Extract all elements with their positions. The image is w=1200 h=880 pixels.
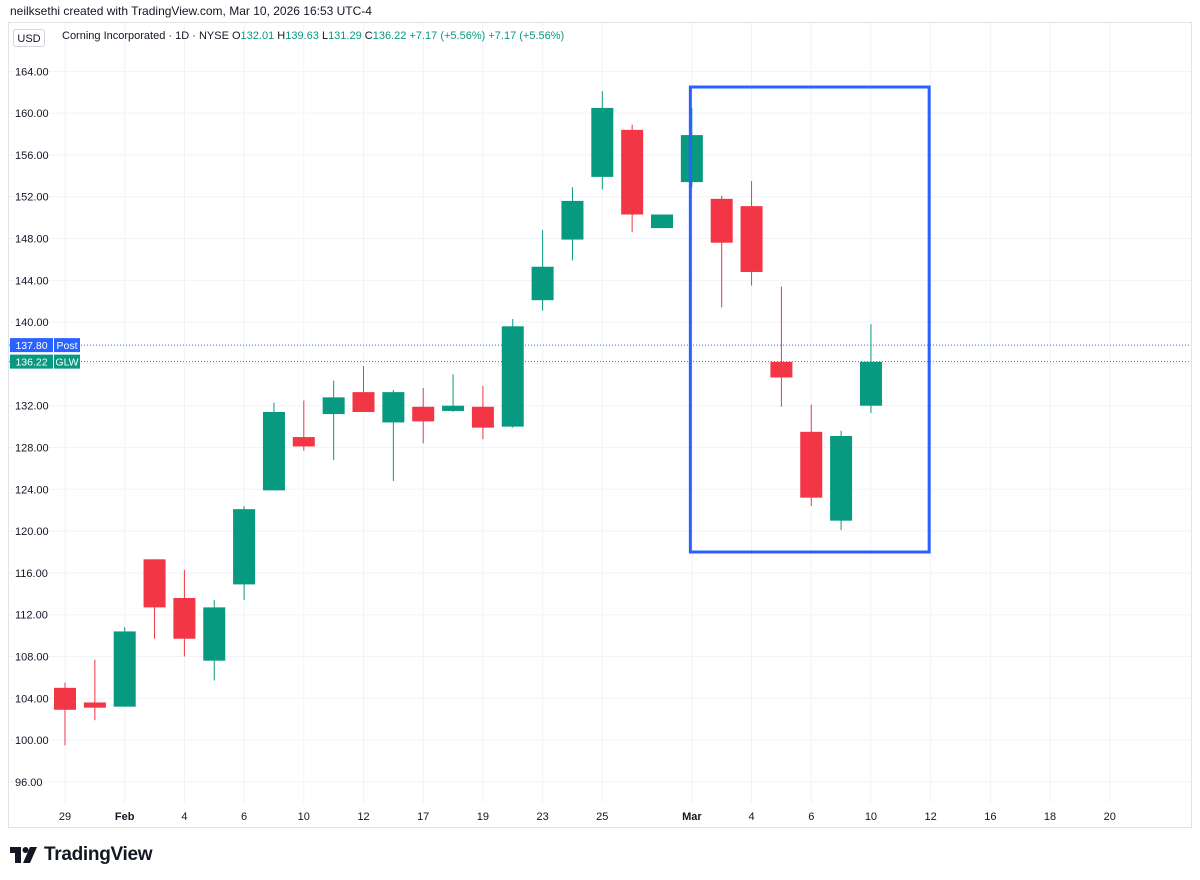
legend-close-value: 136.22 [372,30,407,42]
legend-open-value: 132.01 [240,30,275,42]
x-tick-label: 6 [808,811,814,823]
x-tick-label: 20 [1104,811,1116,823]
y-tick-label: 132.00 [15,401,49,413]
x-tick-label: 10 [298,811,310,823]
y-tick-label: 152.00 [15,192,49,204]
tradingview-logo-icon [10,847,37,863]
x-tick-label: 25 [596,811,608,823]
candle-body-down [740,206,763,272]
y-tick-label: 160.00 [15,108,49,120]
candle-body-up [203,607,226,661]
candle-body-down [800,431,823,498]
candle-body-down [621,129,644,215]
candle-body-up [233,509,256,585]
candle-body-up [262,411,285,491]
x-tick-label: 19 [477,811,489,823]
candle-body-down [770,361,793,378]
candle-body-up [531,266,554,301]
x-tick-label: 12 [357,811,369,823]
x-tick-label: 29 [59,811,71,823]
price-badge-value-bg [10,354,53,369]
chart-credit: neilksethi created with TradingView.com,… [10,4,372,18]
price-badge-tag: Post [56,340,77,352]
y-tick-label: 120.00 [15,526,49,538]
y-tick-label: 100.00 [15,735,49,747]
chart-frame [8,22,1192,828]
x-tick-label: 18 [1044,811,1056,823]
y-tick-label: 140.00 [15,317,49,329]
price-badge-tag-bg [54,354,80,369]
candle-body-down [143,559,166,608]
candle-body-up [501,326,524,427]
y-tick-label: 116.00 [15,568,48,580]
legend-high-label: H [277,30,286,42]
y-tick-label: 128.00 [15,443,49,455]
candle-body-up [322,397,345,415]
highlight-rectangle [688,85,931,554]
x-tick-label: Mar [682,811,702,823]
candle-body-down [292,437,315,447]
tradingview-logo[interactable]: TradingView [10,843,153,867]
y-tick-label: 112.00 [15,610,48,622]
y-tick-label: 124.00 [15,484,49,496]
candle-body-up [442,405,465,411]
candle-body-down [54,687,76,710]
x-tick-label: 6 [241,811,247,823]
candle-body-down [412,406,435,422]
x-tick-label: 16 [984,811,996,823]
x-tick-label: 4 [748,811,754,823]
legend-open-label: O [231,30,241,42]
legend-high-value: 139.63 [285,30,319,42]
price-badge-tag-bg [54,338,80,353]
tradingview-logo-text: TradingView [44,844,153,865]
x-tick-label: 12 [925,811,937,823]
candle-body-down [83,702,106,708]
y-tick-label: 96.00 [15,777,43,789]
symbol-legend: Corning Incorporated · 1D · NYSE O132.01… [62,30,564,42]
legend-change-percent: +7.17 (+5.56%) [488,30,565,42]
candle-body-down [173,597,196,639]
y-tick-label: 108.00 [15,651,49,663]
candle-body-up [591,107,614,177]
candle-body-up [113,631,136,707]
x-tick-label: 17 [417,811,429,823]
candle-body-up [561,200,584,240]
price-badge-tag: GLW [55,357,78,369]
y-tick-label: 156.00 [15,150,49,162]
price-badge-value: 136.22 [15,357,47,369]
candle-body-up [859,361,882,406]
legend-change: +7.17 (+5.56%) [409,30,486,42]
price-badge-value-bg [10,338,53,353]
x-tick-label: 10 [865,811,877,823]
y-tick-label: 164.00 [15,66,49,78]
candle-body-down [352,392,375,412]
legend-close-label: C [364,30,373,42]
y-tick-label: 144.00 [15,275,49,287]
y-tick-label: 104.00 [15,693,49,705]
legend-low-label: L [321,30,329,42]
price-badge-value: 137.80 [15,340,47,352]
x-tick-label: 4 [181,811,187,823]
currency-button[interactable]: USD [13,29,45,47]
x-tick-label: 23 [536,811,548,823]
y-tick-label: 148.00 [15,234,49,246]
legend-low-value: 131.29 [328,30,362,42]
x-tick-label: Feb [115,811,135,823]
candle-body-up [382,392,405,423]
candle-body-down [471,406,494,428]
candle-body-up [651,214,673,229]
candle-body-down [710,198,733,243]
legend-symbol: Corning Incorporated · 1D · NYSE [62,30,229,42]
candle-body-up [830,436,853,521]
